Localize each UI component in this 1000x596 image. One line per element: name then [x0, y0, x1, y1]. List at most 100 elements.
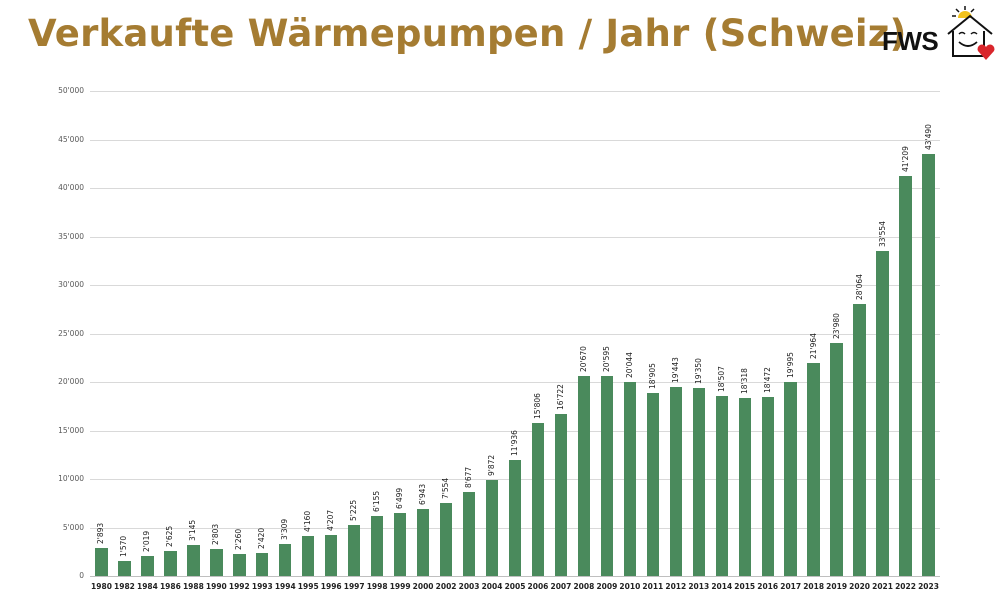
y-tick-label: 40'000 — [58, 183, 84, 192]
value-label: 3'145 — [188, 520, 198, 542]
x-tick-label: 2000 — [412, 582, 434, 591]
y-tick-label: 45'000 — [58, 134, 84, 144]
value-label: 11'936 — [510, 430, 519, 457]
x-tick-label: 2023 — [918, 582, 939, 591]
x-tick-label: 1994 — [274, 582, 296, 591]
bar-1980 — [95, 547, 108, 576]
logo-text: FWS — [882, 26, 939, 56]
value-label: 43'490 — [923, 124, 933, 151]
value-label: 18'318 — [739, 368, 749, 395]
y-tick-label: 20'000 — [58, 377, 84, 386]
x-tick-label: 2009 — [596, 582, 618, 591]
gridline — [90, 430, 940, 432]
gridline — [90, 333, 940, 335]
bar-1986 — [164, 550, 177, 576]
bar-2005 — [508, 460, 522, 576]
x-axis-line — [90, 576, 940, 577]
gridline — [90, 236, 940, 238]
x-tick-label: 1999 — [389, 582, 411, 591]
bar-2023 — [922, 154, 935, 576]
x-tick-label: 2013 — [688, 582, 710, 591]
bar-1999 — [393, 512, 407, 576]
x-tick-label: 1980 — [91, 582, 112, 591]
x-tick-label: 1992 — [228, 582, 250, 591]
bar-2012 — [669, 387, 682, 576]
bar-2016 — [761, 396, 774, 576]
bar-1992 — [233, 554, 246, 576]
x-tick-label: 2006 — [527, 582, 549, 591]
x-tick-label: 2007 — [550, 582, 572, 591]
value-label: 1'570 — [119, 535, 129, 557]
x-tick-label: 1998 — [366, 582, 388, 591]
bar-2020 — [853, 303, 866, 576]
bar-2017 — [784, 382, 797, 576]
x-tick-label: 2015 — [734, 582, 756, 591]
bar-1995 — [302, 535, 315, 576]
bar-2004 — [485, 480, 499, 576]
value-label: 2'625 — [165, 525, 175, 547]
x-tick-label: 2016 — [757, 582, 779, 591]
x-tick-label: 1988 — [182, 582, 204, 591]
x-tick-label: 2002 — [435, 582, 457, 591]
x-tick-label: 2005 — [504, 582, 526, 591]
value-label: 23'980 — [831, 313, 841, 340]
value-label: 16'722 — [555, 383, 565, 410]
value-label: 2'803 — [211, 523, 221, 545]
bar-2015 — [738, 398, 751, 576]
value-label: 20'670 — [578, 345, 588, 372]
value-label: 9'872 — [487, 455, 497, 477]
bar-2011 — [646, 392, 660, 576]
value-label: 18'905 — [647, 362, 657, 389]
bar-2010 — [623, 381, 637, 576]
bar-1982 — [118, 560, 131, 576]
bar-2021 — [876, 250, 889, 576]
value-label: 19'443 — [670, 357, 680, 384]
gridline — [90, 139, 940, 141]
value-label: 20'595 — [601, 346, 611, 373]
bar-2022 — [899, 176, 912, 576]
x-tick-label: 1984 — [136, 582, 158, 591]
x-tick-label: 1995 — [297, 582, 319, 591]
value-label: 2'260 — [234, 528, 244, 551]
value-label: 18'472 — [762, 366, 772, 393]
x-tick-label: 2022 — [895, 582, 916, 591]
x-tick-label: 1997 — [343, 582, 365, 591]
value-label: 2'019 — [142, 531, 152, 553]
bar-1984 — [141, 556, 154, 576]
value-label: 18'507 — [716, 366, 726, 393]
bar-1998 — [370, 516, 384, 576]
value-label: 2'893 — [96, 522, 106, 544]
x-tick-label: 1982 — [114, 582, 135, 591]
value-label: 28'064 — [854, 273, 864, 300]
y-tick-label: 25'000 — [58, 328, 84, 338]
value-label: 4'207 — [326, 510, 336, 532]
x-tick-label: 1993 — [251, 582, 273, 591]
value-label: 5'225 — [349, 500, 359, 522]
x-tick-label: 2003 — [458, 582, 480, 591]
y-tick-label: 0 — [79, 571, 84, 580]
bar-2018 — [807, 362, 820, 576]
fws-logo: FWS — [880, 4, 996, 64]
x-tick-label: 2008 — [573, 582, 595, 591]
y-tick-label: 50'000 — [58, 86, 84, 95]
bar-2009 — [600, 376, 614, 576]
bar-1993 — [256, 552, 269, 576]
x-tick-label: 2019 — [826, 582, 848, 591]
value-label: 6'943 — [418, 483, 428, 505]
bar-2007 — [554, 413, 568, 576]
gridline — [90, 188, 940, 189]
value-label: 19'995 — [785, 352, 795, 379]
x-tick-label: 2011 — [642, 582, 664, 591]
bar-2002 — [439, 502, 453, 576]
value-label: 15'806 — [532, 392, 542, 419]
value-label: 21'964 — [808, 333, 818, 359]
bar-1988 — [187, 545, 200, 576]
gridline — [90, 382, 940, 383]
bar-1994 — [279, 543, 292, 576]
value-label: 8'677 — [464, 466, 474, 488]
bar-1996 — [325, 535, 338, 576]
bar-2006 — [531, 422, 545, 576]
x-tick-label: 1986 — [159, 582, 181, 591]
value-label: 4'160 — [303, 510, 313, 532]
